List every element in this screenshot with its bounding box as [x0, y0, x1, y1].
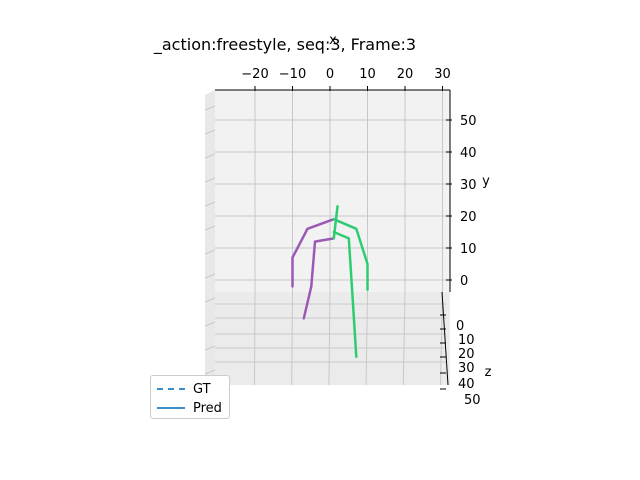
y-axis: 0 10 20 30 40 50: [446, 90, 477, 292]
x-axis: −20 −10 0 10 20 30: [215, 67, 451, 91]
y-tick-label: 20: [460, 210, 477, 225]
skeleton-bone-right: [332, 217, 369, 291]
y-tick-label: 0: [460, 274, 468, 289]
legend-swatch-gt: [157, 388, 185, 390]
grid-line: [402, 291, 406, 386]
z-tick-label: 10: [458, 333, 475, 348]
chart-title: _action:freestyle, seq:3, Frame:3: [153, 35, 416, 55]
y-tick-label: 50: [460, 114, 477, 129]
z-axis-label: z: [485, 365, 492, 380]
x-tick-label: 20: [397, 67, 414, 82]
grid-line: [204, 273, 216, 279]
z-tick-label: 50: [464, 393, 481, 408]
grid-line: [291, 291, 293, 386]
z-tick-label: 20: [458, 347, 475, 362]
skeleton-plot: [291, 205, 369, 359]
legend-label-gt: GT: [193, 381, 211, 397]
grid-line: [204, 153, 216, 159]
skeleton-bone-left: [302, 237, 336, 320]
grid-line: [204, 201, 216, 207]
x-tick-label: −20: [241, 67, 268, 82]
floor-pane: [212, 292, 450, 385]
x-axis-label: x: [329, 33, 337, 48]
x-tick-label: 30: [434, 67, 451, 82]
grid-line: [204, 249, 216, 255]
legend-item-gt: GT: [157, 381, 211, 397]
axes-panes: [205, 90, 450, 385]
grid-line: [204, 345, 216, 351]
y-tick-label: 40: [460, 146, 477, 161]
grid-line: [204, 369, 216, 375]
grid-line: [204, 225, 216, 231]
grid-line: [204, 321, 216, 327]
skeleton-bone-right: [332, 230, 358, 359]
legend: GT Pred: [150, 375, 230, 419]
z-tick-label: 40: [458, 377, 475, 392]
grid-line: [204, 177, 216, 183]
back-pane: [215, 90, 450, 292]
z-tick-label: 0: [456, 319, 464, 334]
z-axis-line: [441, 291, 449, 386]
skeleton-bone-left: [291, 217, 336, 288]
x-tick-label: 10: [359, 67, 376, 82]
grid-line: [204, 105, 216, 111]
side-pane: [205, 90, 215, 385]
z-tick-label: 30: [458, 361, 475, 376]
x-tick-label: −10: [279, 67, 306, 82]
grid-line: [328, 291, 331, 386]
grid-line: [204, 297, 216, 303]
legend-swatch-pred: [157, 407, 185, 409]
grid-line: [365, 291, 368, 386]
grid-line: [254, 291, 256, 386]
legend-label-pred: Pred: [193, 400, 222, 416]
grid-line: [440, 291, 443, 386]
y-tick-label: 30: [460, 178, 477, 193]
axes-grid: [204, 90, 450, 386]
y-axis-label: y: [482, 174, 490, 189]
grid-line: [204, 129, 216, 135]
x-tick-label: 0: [326, 67, 334, 82]
legend-item-pred: Pred: [157, 400, 222, 416]
y-tick-label: 10: [460, 242, 477, 257]
